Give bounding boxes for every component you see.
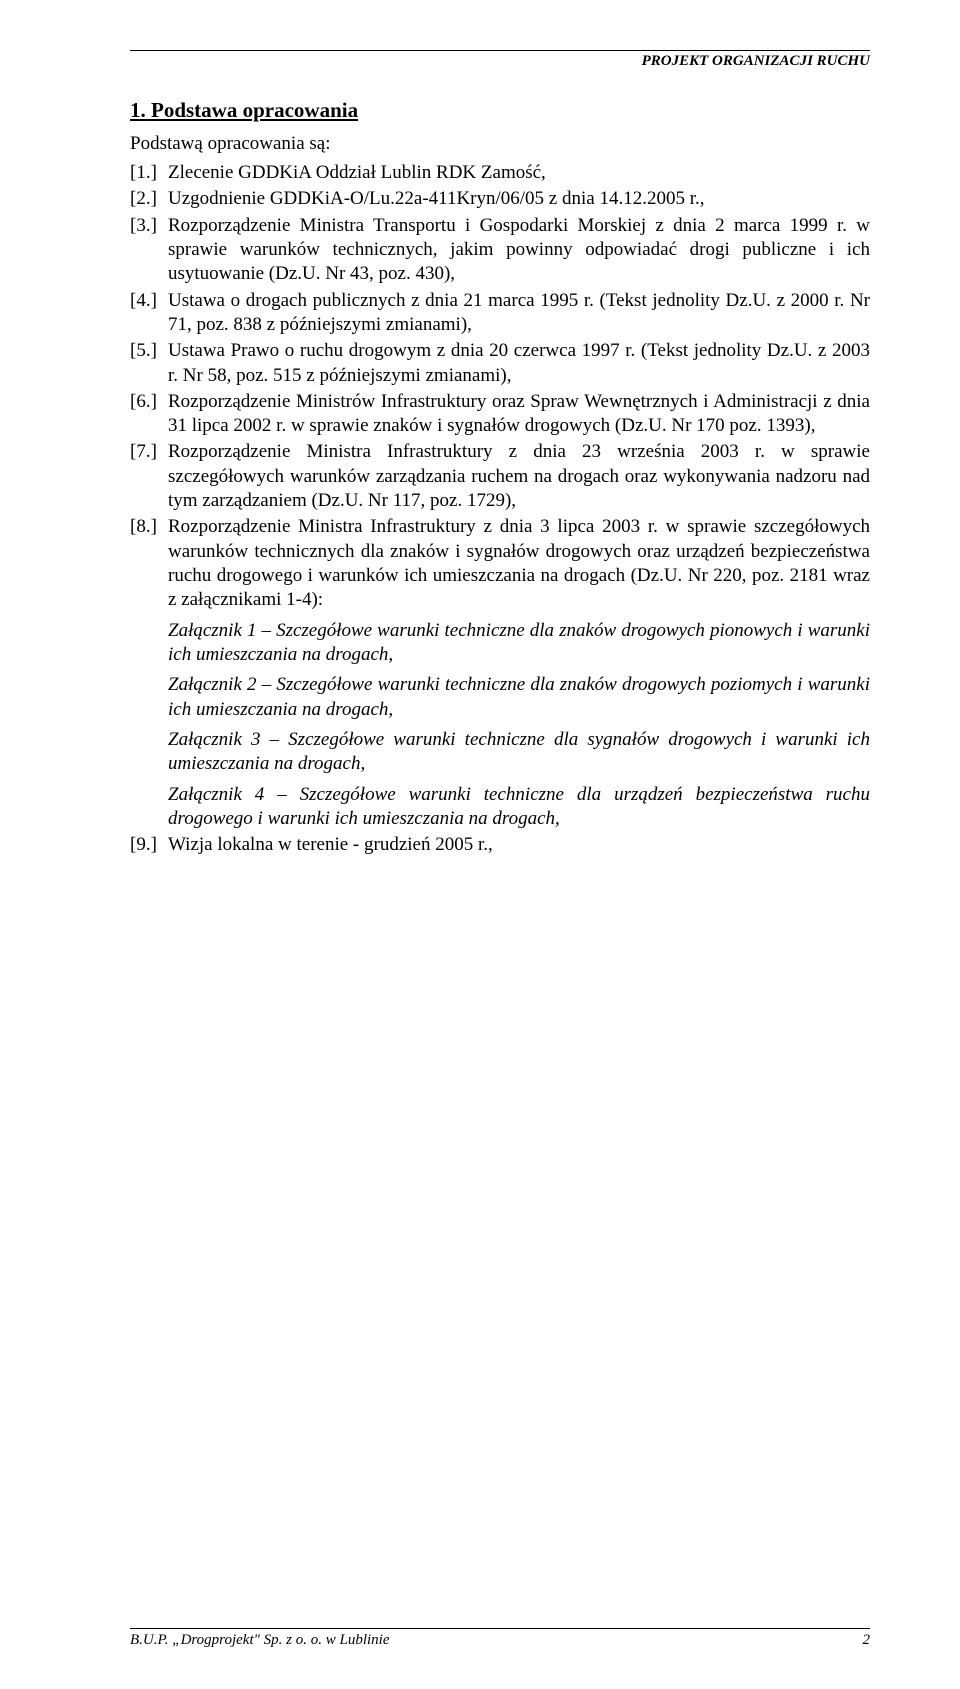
list-item: [7.] Rozporządzenie Ministra Infrastrukt… (130, 440, 870, 513)
intro-text: Podstawą opracowania są: (130, 133, 870, 155)
list-item: [9.] Wizja lokalna w terenie - grudzień … (130, 833, 870, 857)
list-item: [6.] Rozporządzenie Ministrów Infrastruk… (130, 390, 870, 439)
header-right-text: PROJEKT ORGANIZACJI RUCHU (130, 53, 870, 70)
list-number: [1.] (130, 161, 168, 185)
section-title-text: Podstawa opracowania (151, 98, 358, 122)
list-text: Zlecenie GDDKiA Oddział Lublin RDK Zamoś… (168, 161, 870, 185)
list-number: [2.] (130, 187, 168, 211)
header-rule (130, 50, 870, 51)
annex-text: Załącznik 4 – Szczegółowe warunki techni… (168, 783, 870, 832)
list-text: Wizja lokalna w terenie - grudzień 2005 … (168, 833, 870, 857)
footer-row: B.U.P. „Drogprojekt" Sp. z o. o. w Lubli… (130, 1632, 870, 1649)
list-item: [3.] Rozporządzenie Ministra Transportu … (130, 214, 870, 287)
list-number: [9.] (130, 833, 168, 857)
list-item: [8.] Rozporządzenie Ministra Infrastrukt… (130, 515, 870, 831)
list-text: Rozporządzenie Ministra Infrastruktury z… (168, 440, 870, 513)
list-text: Uzgodnienie GDDKiA-O/Lu.22a-411Kryn/06/0… (168, 187, 870, 211)
list-item: [1.] Zlecenie GDDKiA Oddział Lublin RDK … (130, 161, 870, 185)
annex-text: Załącznik 3 – Szczegółowe warunki techni… (168, 728, 870, 777)
footer-page-number: 2 (863, 1632, 871, 1649)
footer-left: B.U.P. „Drogprojekt" Sp. z o. o. w Lubli… (130, 1632, 390, 1649)
list-number: [6.] (130, 390, 168, 439)
list-number: [7.] (130, 440, 168, 513)
annex-text: Załącznik 2 – Szczegółowe warunki techni… (168, 673, 870, 722)
list-number: [8.] (130, 515, 168, 831)
list-number: [4.] (130, 289, 168, 338)
list-text: Ustawa o drogach publicznych z dnia 21 m… (168, 289, 870, 338)
list-item: [5.] Ustawa Prawo o ruchu drogowym z dni… (130, 339, 870, 388)
footer: B.U.P. „Drogprojekt" Sp. z o. o. w Lubli… (130, 1628, 870, 1649)
list-text: Rozporządzenie Ministrów Infrastruktury … (168, 390, 870, 439)
list-item: [4.] Ustawa o drogach publicznych z dnia… (130, 289, 870, 338)
list-number: [5.] (130, 339, 168, 388)
section-title: 1. Podstawa opracowania (130, 98, 870, 123)
section-number: 1. (130, 98, 146, 122)
list-text: Rozporządzenie Ministra Infrastruktury z… (168, 516, 870, 610)
list-text: Ustawa Prawo o ruchu drogowym z dnia 20 … (168, 339, 870, 388)
annex-text: Załącznik 1 – Szczegółowe warunki techni… (168, 619, 870, 668)
list-item: [2.] Uzgodnienie GDDKiA-O/Lu.22a-411Kryn… (130, 187, 870, 211)
page: PROJEKT ORGANIZACJI RUCHU 1. Podstawa op… (0, 0, 960, 1689)
footer-rule (130, 1628, 870, 1629)
reference-list: [1.] Zlecenie GDDKiA Oddział Lublin RDK … (130, 161, 870, 857)
list-number: [3.] (130, 214, 168, 287)
list-body-with-subs: Rozporządzenie Ministra Infrastruktury z… (168, 515, 870, 831)
list-text: Rozporządzenie Ministra Transportu i Gos… (168, 214, 870, 287)
